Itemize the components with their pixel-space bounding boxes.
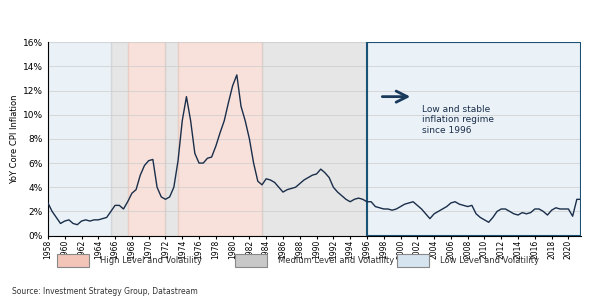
Bar: [111, 42, 128, 236]
FancyBboxPatch shape: [235, 254, 267, 267]
Bar: [165, 42, 178, 236]
Text: Low and stable
inflation regime
since 1996: Low and stable inflation regime since 19…: [422, 105, 494, 135]
Bar: [48, 42, 111, 236]
FancyBboxPatch shape: [397, 254, 429, 267]
Text: Year-over-Year Core CPI Inflation Regimes  (January 1958 – May 2021): Year-over-Year Core CPI Inflation Regime…: [82, 13, 517, 23]
Y-axis label: YoY Core CPI Inflation: YoY Core CPI Inflation: [10, 94, 19, 184]
Bar: [367, 42, 581, 236]
Text: Medium Level and Volatility: Medium Level and Volatility: [278, 256, 394, 265]
Text: Source: Investment Strategy Group, Datastream: Source: Investment Strategy Group, Datas…: [12, 287, 198, 296]
Bar: [178, 42, 262, 236]
Bar: [128, 42, 165, 236]
Bar: [262, 42, 367, 236]
Text: High Level and Volatility: High Level and Volatility: [100, 256, 202, 265]
Bar: [367, 42, 581, 236]
Text: Low Level and Volatility: Low Level and Volatility: [440, 256, 539, 265]
FancyBboxPatch shape: [57, 254, 89, 267]
